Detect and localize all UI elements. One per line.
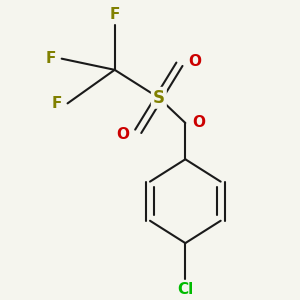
Text: O: O — [116, 127, 129, 142]
Text: Cl: Cl — [177, 282, 194, 297]
Text: F: F — [45, 51, 56, 66]
Text: F: F — [51, 96, 62, 111]
Text: S: S — [153, 89, 165, 107]
Text: O: O — [188, 54, 201, 69]
Text: O: O — [193, 116, 206, 130]
Text: F: F — [110, 7, 120, 22]
